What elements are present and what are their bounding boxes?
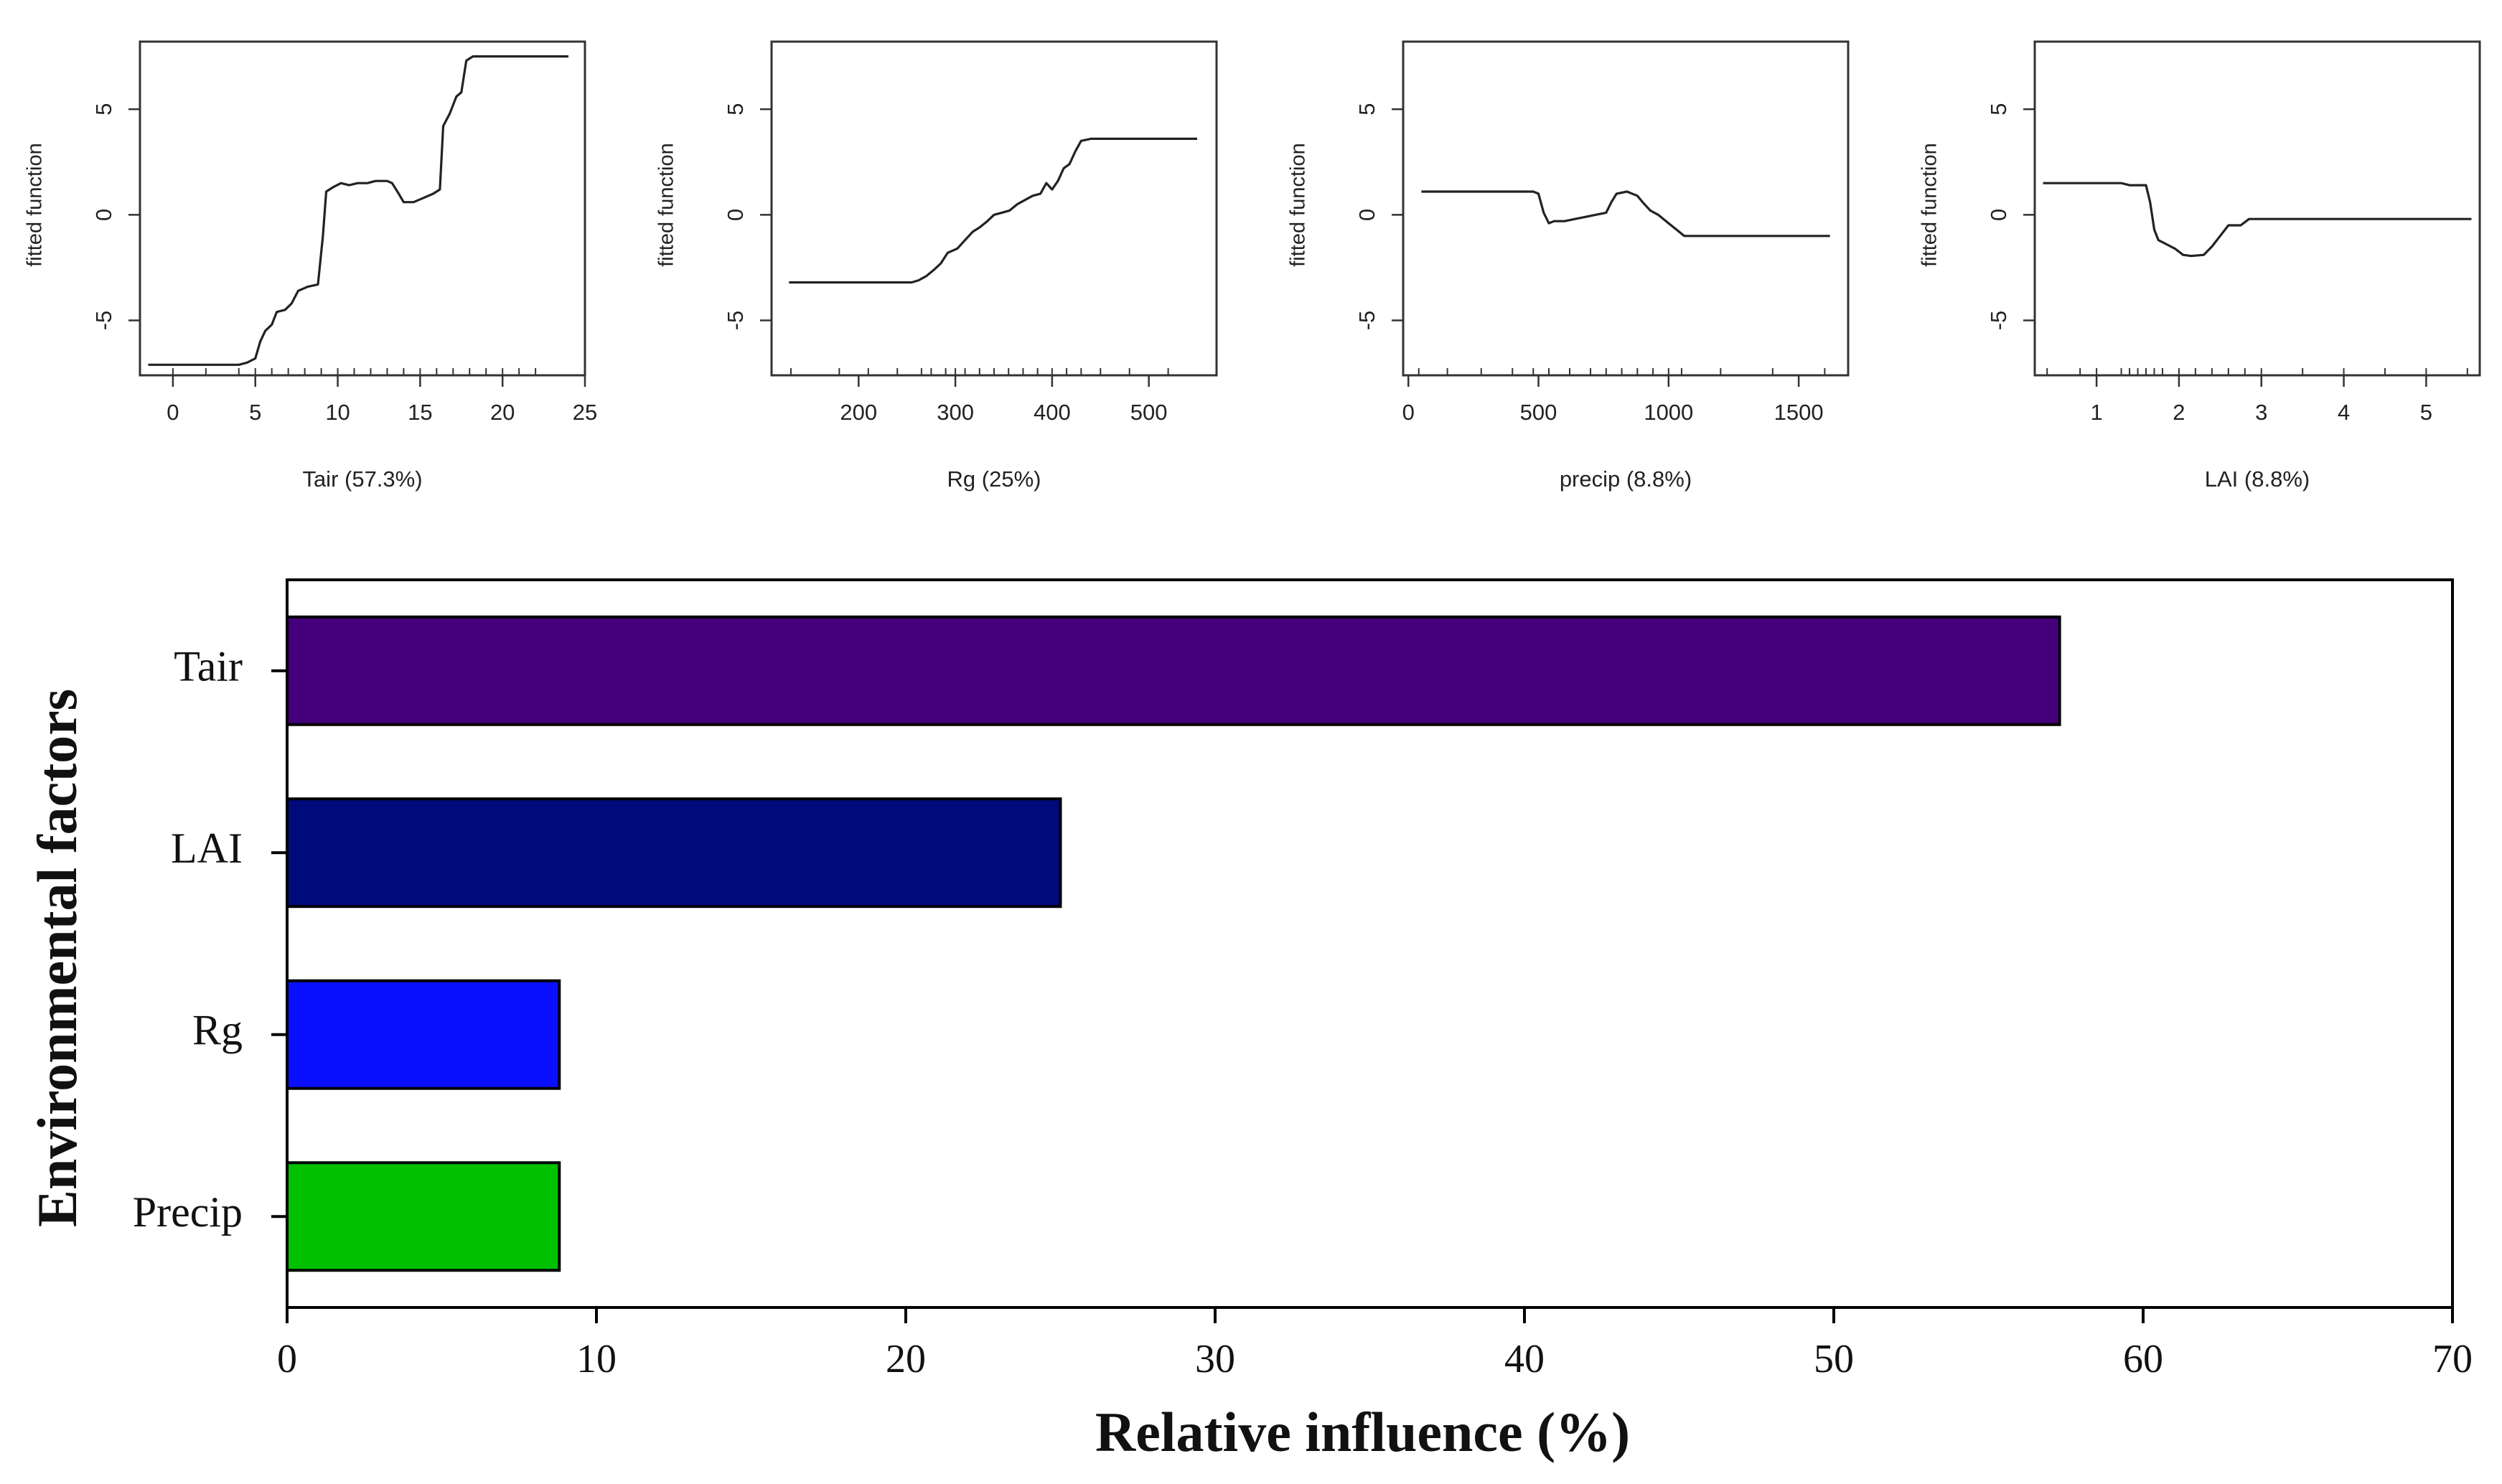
y-tick-label: 0 bbox=[91, 209, 116, 221]
category-label: Rg bbox=[192, 1007, 243, 1054]
x-axis-label: Tair (57.3%) bbox=[302, 466, 422, 492]
x-tick-label: 50 bbox=[1814, 1337, 1854, 1381]
y-tick-label: 5 bbox=[1354, 103, 1379, 116]
x-tick-label: 1500 bbox=[1774, 400, 1824, 425]
plot-frame bbox=[2033, 40, 2481, 377]
x-tick-label: 10 bbox=[325, 400, 350, 425]
x-tick-label: 15 bbox=[408, 400, 432, 425]
y-axis-label: fitted function bbox=[24, 143, 47, 267]
fitted-function-line bbox=[148, 55, 568, 366]
pdp-panel-tair: 0 5 10 15 20 25 -5 0 5 Tair (57.3%) fitted functio… bbox=[24, 40, 597, 492]
x-tick-label: 5 bbox=[249, 400, 261, 425]
plot-frame bbox=[1402, 40, 1850, 377]
x-tick-label: 400 bbox=[1034, 400, 1071, 425]
bar-plot-frame bbox=[286, 578, 2454, 1309]
x-tick-label: 500 bbox=[1130, 400, 1168, 425]
pdp-panel-precip: 0 500 1000 1500 -5 0 5 precip (8.8%) fitted func… bbox=[1287, 40, 1850, 492]
x-axis-label: Rg (25%) bbox=[947, 466, 1041, 492]
y-tick-label: -5 bbox=[723, 311, 748, 331]
x-tick-label: 25 bbox=[573, 400, 597, 425]
x-axis-label: precip (8.8%) bbox=[1560, 466, 1692, 492]
x-tick-label: 500 bbox=[1520, 400, 1557, 425]
y-tick-label: 5 bbox=[1986, 103, 2011, 116]
y-tick-label: 5 bbox=[91, 103, 116, 116]
x-tick-label: 3 bbox=[2255, 400, 2267, 425]
x-tick-label: 200 bbox=[840, 400, 877, 425]
y-tick-label: 0 bbox=[1354, 209, 1379, 221]
y-tick-label: -5 bbox=[91, 311, 116, 331]
x-tick-label: 4 bbox=[2338, 400, 2350, 425]
x-axis-label: LAI (8.8%) bbox=[2205, 466, 2310, 492]
category-label: Precip bbox=[133, 1188, 243, 1236]
x-tick-label: 0 bbox=[277, 1337, 297, 1381]
pdp-panel-lai: 1 2 3 4 5 -5 0 5 LAI (8.8%) fitted function bbox=[1918, 40, 2481, 492]
x-tick-label: 20 bbox=[490, 400, 515, 425]
fitted-function-line bbox=[789, 137, 1197, 284]
bar-lai bbox=[286, 797, 1062, 908]
x-tick-label: 60 bbox=[2123, 1337, 2163, 1381]
pdp-panel-rg: 200 300 400 500 -5 0 5 Rg (25%) fitted function bbox=[655, 40, 1218, 492]
y-axis-label: fitted function bbox=[1918, 143, 1941, 267]
x-tick-label: 70 bbox=[2432, 1337, 2473, 1381]
x-tick-label: 1000 bbox=[1644, 400, 1693, 425]
x-tick-label: 0 bbox=[167, 400, 179, 425]
y-tick-label: -5 bbox=[1986, 311, 2011, 331]
x-tick-label: 300 bbox=[937, 400, 974, 425]
x-axis-title: Relative influence (%) bbox=[1095, 1401, 1630, 1463]
bar-precip bbox=[286, 1161, 561, 1272]
x-tick-label: 30 bbox=[1195, 1337, 1235, 1381]
relative-influence-bar-chart: Tair LAI Rg Precip 0 10 20 30 40 50 60 70 Relative i… bbox=[26, 578, 2473, 1463]
x-tick-label: 20 bbox=[886, 1337, 926, 1381]
x-tick-label: 2 bbox=[2173, 400, 2185, 425]
fitted-function-line bbox=[1421, 190, 1830, 238]
y-tick-label: 5 bbox=[723, 103, 748, 116]
y-tick-label: -5 bbox=[1354, 311, 1379, 331]
bar-tair bbox=[286, 615, 2061, 726]
category-label: LAI bbox=[171, 825, 243, 872]
x-tick-label: 1 bbox=[2090, 400, 2102, 425]
x-tick-label: 10 bbox=[576, 1337, 617, 1381]
fitted-function-line bbox=[2043, 182, 2472, 258]
x-tick-label: 5 bbox=[2420, 400, 2432, 425]
category-label: Tair bbox=[174, 643, 243, 690]
y-axis-label: fitted function bbox=[655, 143, 678, 267]
x-tick-label: 0 bbox=[1402, 400, 1415, 425]
plot-frame bbox=[139, 40, 586, 377]
y-tick-label: 0 bbox=[723, 209, 748, 221]
y-axis-title: Environmental factors bbox=[26, 689, 88, 1227]
y-tick-label: 0 bbox=[1986, 209, 2011, 221]
bar-rg bbox=[286, 979, 561, 1090]
x-tick-label: 40 bbox=[1504, 1337, 1545, 1381]
y-axis-label: fitted function bbox=[1287, 143, 1310, 267]
